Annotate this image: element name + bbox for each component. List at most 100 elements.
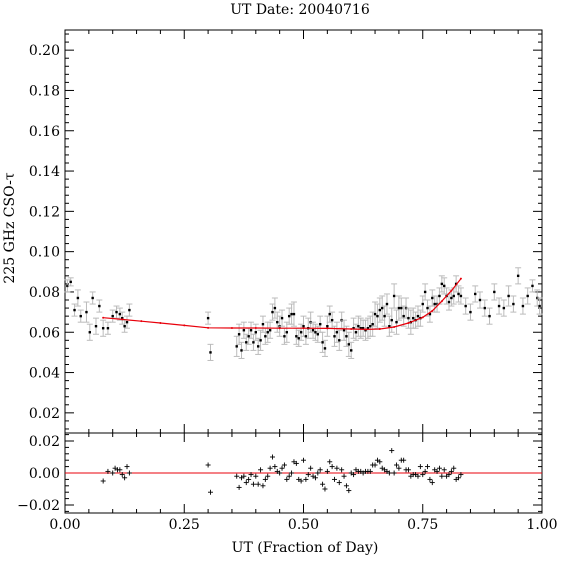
residual-point xyxy=(236,484,242,490)
residual-point xyxy=(315,470,321,476)
residual-point xyxy=(436,465,442,471)
data-point xyxy=(259,339,262,342)
res-y-tick-label: 0.00 xyxy=(29,466,60,482)
res-y-tick-label: −0.02 xyxy=(17,498,60,514)
x-tick-label: 0.50 xyxy=(288,517,319,533)
residual-point xyxy=(420,472,426,478)
main-panel: 0.02 0.04 0.06 0.08 0.10 0.12 0.14 0.16 0.18 0.20 xyxy=(29,29,543,434)
data-point xyxy=(361,327,365,330)
data-point xyxy=(359,327,362,330)
data-point xyxy=(392,294,396,298)
data-point xyxy=(249,329,253,332)
residual-point xyxy=(260,483,266,489)
residual-point xyxy=(117,467,123,473)
data-point xyxy=(101,327,105,330)
data-point xyxy=(452,294,455,298)
data-point xyxy=(256,345,260,348)
data-point xyxy=(423,290,427,294)
data-point xyxy=(85,310,88,314)
fit-point xyxy=(183,324,186,327)
data-point xyxy=(431,296,434,300)
residual-point xyxy=(336,480,342,486)
data-point xyxy=(268,329,272,332)
data-point xyxy=(381,306,384,310)
data-point xyxy=(464,304,467,308)
data-point xyxy=(106,327,110,330)
data-point xyxy=(335,331,339,334)
data-point xyxy=(469,310,472,314)
residual-point xyxy=(284,476,290,482)
residual-point xyxy=(234,473,240,479)
x-tick-label: 1.00 xyxy=(526,517,557,533)
fit-point xyxy=(459,277,462,280)
fit-point xyxy=(440,300,443,303)
residual-point xyxy=(322,486,328,492)
residual-point xyxy=(343,483,349,489)
data-point xyxy=(323,347,327,350)
data-point xyxy=(443,284,446,288)
residual-point xyxy=(377,459,383,465)
fit-point xyxy=(254,327,257,330)
fit-point xyxy=(102,316,105,319)
data-point xyxy=(121,316,124,320)
data-point xyxy=(347,343,351,346)
fit-point xyxy=(421,316,424,319)
data-point xyxy=(314,331,317,334)
data-point xyxy=(488,314,491,318)
residual-point xyxy=(119,472,125,478)
data-point xyxy=(450,296,453,300)
data-point xyxy=(88,331,92,334)
data-point xyxy=(290,312,293,316)
residual-point xyxy=(110,470,116,476)
data-point xyxy=(261,322,265,326)
residual-point xyxy=(425,464,431,470)
residual-point xyxy=(372,462,378,468)
data-point xyxy=(350,349,353,352)
x-tick-label: 0.25 xyxy=(169,517,200,533)
residual-point xyxy=(389,448,395,454)
residual-point xyxy=(279,465,285,471)
residual-point xyxy=(458,472,464,478)
data-point xyxy=(369,325,372,328)
data-point xyxy=(280,316,284,320)
residual-point xyxy=(246,476,252,482)
data-point xyxy=(366,327,370,330)
y-tick-label: 0.08 xyxy=(29,285,60,301)
residual-point xyxy=(329,464,335,470)
residual-point xyxy=(405,467,411,473)
data-point xyxy=(118,312,122,316)
data-point xyxy=(316,333,320,336)
residual-point xyxy=(429,480,435,486)
main-frame xyxy=(64,29,543,434)
residual-point xyxy=(124,464,130,470)
y-tick-label: 0.14 xyxy=(29,164,60,180)
residual-point xyxy=(105,468,111,474)
residual-point xyxy=(422,468,428,474)
residual-point xyxy=(320,481,326,487)
data-point xyxy=(326,325,329,328)
data-point xyxy=(209,351,212,354)
data-point xyxy=(483,306,486,310)
fit-point xyxy=(407,321,410,324)
data-point xyxy=(242,329,246,332)
data-point xyxy=(276,320,279,324)
data-point xyxy=(373,312,377,316)
residual-point xyxy=(324,468,330,474)
fit-point xyxy=(230,327,233,330)
data-point xyxy=(459,294,463,298)
residual-point xyxy=(253,473,259,479)
data-point xyxy=(421,302,424,306)
data-point xyxy=(474,292,477,296)
residual-point xyxy=(396,465,402,471)
residual-point xyxy=(332,476,338,482)
data-point xyxy=(338,339,341,342)
residual-point xyxy=(281,462,287,468)
residual-point xyxy=(272,464,278,470)
residual-point xyxy=(308,465,314,471)
data-point xyxy=(206,316,210,320)
residual-point xyxy=(277,470,283,476)
data-point xyxy=(73,308,76,312)
residual-point xyxy=(289,470,295,476)
data-point xyxy=(395,320,398,324)
